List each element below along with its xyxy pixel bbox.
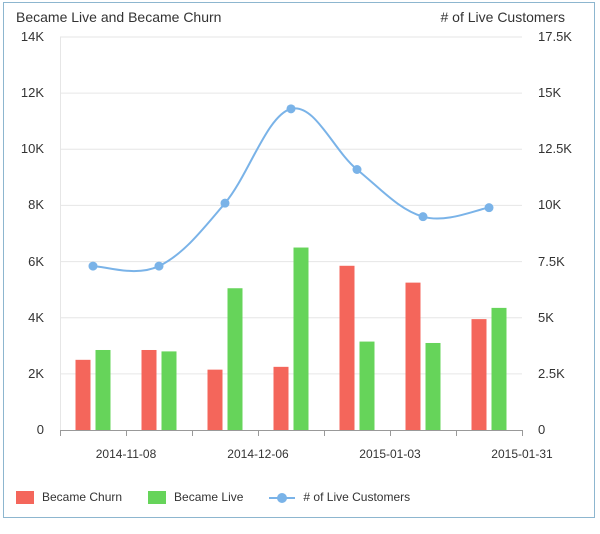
right-axis-title: # of Live Customers <box>440 9 566 25</box>
bar-became-churn <box>75 359 91 430</box>
left-tick-label: 10K <box>20 141 44 157</box>
left-tick-label: 8K <box>28 197 44 213</box>
bar-became-live <box>227 288 243 430</box>
bar-became-live <box>425 342 441 430</box>
series-line-live-customers <box>92 107 490 273</box>
bar-became-churn <box>273 366 289 430</box>
bar-became-live <box>491 307 507 430</box>
point-live-customers <box>418 212 428 222</box>
legend-item-became-churn[interactable]: Became Churn <box>16 490 122 504</box>
bar-became-live <box>161 351 177 430</box>
left-tick-label: 14K <box>20 29 44 44</box>
live-swatch-icon <box>148 490 167 504</box>
legend-label-live: Became Live <box>174 490 244 504</box>
x-tick-label: 2015-01-03 <box>359 447 421 461</box>
line-marker-icon <box>269 491 296 504</box>
left-tick-label: 0 <box>36 422 44 437</box>
x-tick-label: 2015-01-31 <box>491 447 553 461</box>
left-tick-label: 6K <box>28 253 44 269</box>
churn-swatch-icon <box>16 490 34 504</box>
right-tick-label: 10K <box>538 197 562 213</box>
bar-became-live <box>359 341 375 430</box>
right-tick-label: 2.5K <box>538 365 565 381</box>
legend-item-live-customers[interactable]: # of Live Customers <box>269 490 410 504</box>
right-tick-label: 17.5K <box>538 29 572 44</box>
right-tick-label: 7.5K <box>538 253 565 269</box>
bar-became-churn <box>405 282 421 430</box>
bar-became-live <box>293 247 309 430</box>
left-axis-title: Became Live and Became Churn <box>16 9 222 25</box>
legend: Became Churn Became Live # of Live Custo… <box>16 490 436 504</box>
right-tick-label: 5K <box>538 309 554 325</box>
right-tick-label: 15K <box>538 85 562 101</box>
point-live-customers <box>154 261 164 271</box>
point-live-customers <box>88 261 98 271</box>
x-tick-label: 2014-11-08 <box>95 447 157 461</box>
legend-label-churn: Became Churn <box>42 490 123 504</box>
bar-became-churn <box>339 265 355 430</box>
x-tick-label: 2014-12-06 <box>227 447 289 461</box>
legend-label-customers: # of Live Customers <box>303 490 411 504</box>
left-tick-label: 12K <box>20 85 44 101</box>
bar-became-churn <box>207 369 223 430</box>
right-tick-label: 12.5K <box>538 141 572 157</box>
point-live-customers <box>484 203 494 213</box>
bar-became-live <box>95 349 111 430</box>
bar-became-churn <box>471 319 487 430</box>
right-tick-label: 0 <box>538 422 546 437</box>
bar-became-churn <box>141 349 157 430</box>
point-live-customers <box>220 198 230 208</box>
point-live-customers <box>352 164 362 174</box>
left-tick-label: 4K <box>28 309 44 325</box>
left-tick-label: 2K <box>28 365 44 381</box>
legend-item-became-live[interactable]: Became Live <box>148 490 243 504</box>
point-live-customers <box>286 104 296 114</box>
